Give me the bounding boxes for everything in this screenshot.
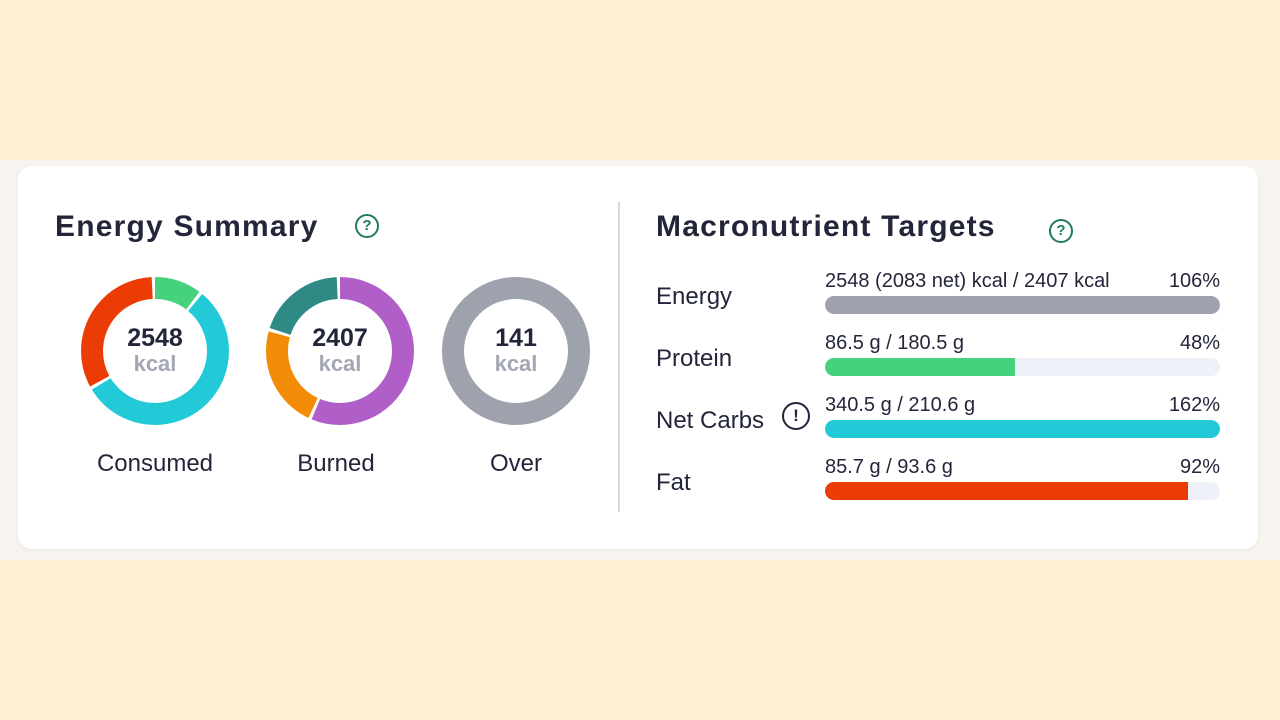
macro-bar-fill-fat <box>825 482 1189 500</box>
donut-consumed-value: 2548 <box>127 324 183 352</box>
donut-over-ring <box>442 277 590 425</box>
macro-label-fat: Fat <box>656 469 691 496</box>
donut-consumed[interactable]: 2548 kcal <box>80 276 230 426</box>
macro-label-net-carbs: Net Carbs <box>656 407 765 434</box>
macro-value-energy: 2548 (2083 net) kcal / 2407 kcal <box>825 270 1110 292</box>
macro-value-fat: 85.7 g / 93.6 g <box>825 456 953 478</box>
donut-over-unit: kcal <box>494 351 538 376</box>
macro-bar-fill-net-carbs <box>825 420 1220 438</box>
donut-consumed-unit: kcal <box>133 351 177 376</box>
macro-bar-net-carbs <box>825 420 1220 438</box>
macro-bar-fill-energy <box>825 296 1220 314</box>
donut-burned-value: 2407 <box>312 324 368 352</box>
donut-segment <box>81 277 229 425</box>
donut-segment <box>442 277 590 425</box>
panel-divider <box>618 202 620 512</box>
macro-bar-protein <box>825 358 1220 376</box>
macro-targets-title: Macronutrient Targets <box>656 210 996 243</box>
macro-value-net-carbs: 340.5 g / 210.6 g <box>825 394 976 416</box>
donut-burned[interactable]: 2407 kcal <box>265 276 415 426</box>
donut-burned-unit: kcal <box>318 351 362 376</box>
macro-bar-energy <box>825 296 1220 314</box>
macro-label-protein: Protein <box>656 345 733 372</box>
macro-bar-fat <box>825 482 1220 500</box>
donut-consumed-label: Consumed <box>96 450 214 477</box>
macro-percent-protein: 48% <box>1179 332 1220 354</box>
macro-value-protein: 86.5 g / 180.5 g <box>825 332 965 354</box>
donut-segment <box>81 277 229 425</box>
net-carbs-warning-icon[interactable]: ! <box>782 402 810 430</box>
donut-segment <box>266 277 414 425</box>
macro-percent-net-carbs: 162% <box>1168 394 1220 416</box>
energy-summary-help-icon[interactable]: ? <box>355 214 379 238</box>
donut-over[interactable]: 141 kcal <box>441 276 591 426</box>
donut-segment <box>266 277 414 425</box>
macro-percent-fat: 92% <box>1179 456 1220 478</box>
macro-percent-energy: 106% <box>1168 270 1220 292</box>
donut-consumed-ring <box>81 277 229 425</box>
macro-label-energy: Energy <box>656 283 733 310</box>
macro-targets-help-icon[interactable]: ? <box>1049 219 1073 243</box>
donut-burned-label: Burned <box>297 450 375 477</box>
macro-bar-fill-protein <box>825 358 1015 376</box>
donut-over-label: Over <box>489 450 542 477</box>
energy-summary-title: Energy Summary <box>55 210 319 243</box>
donut-burned-ring <box>266 277 414 425</box>
donut-segment <box>81 277 229 425</box>
donut-over-value: 141 <box>495 324 537 352</box>
